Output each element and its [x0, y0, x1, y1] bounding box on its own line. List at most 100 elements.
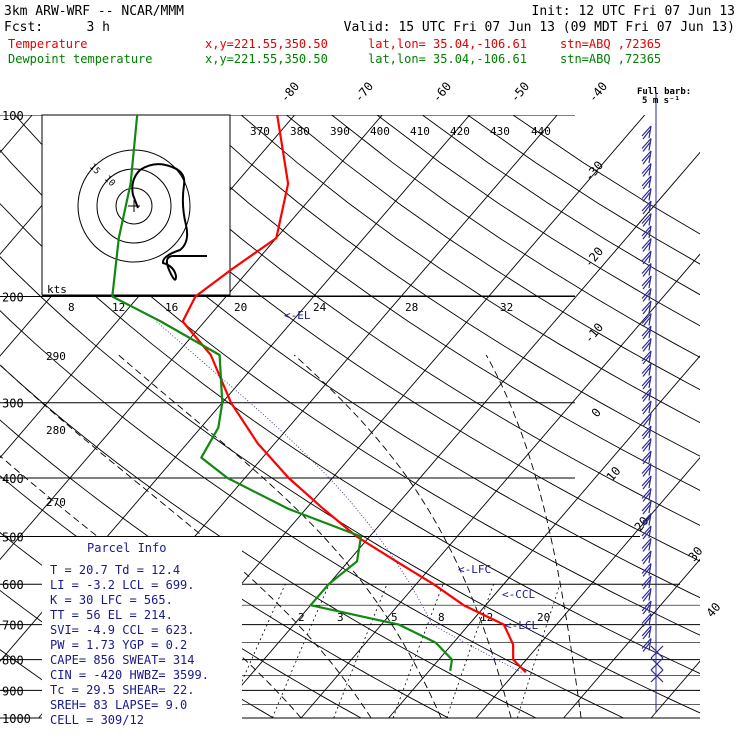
- wind-barb-staff: [648, 288, 652, 301]
- parcel-info-row: T = 20.7 Td = 12.4: [50, 563, 180, 577]
- isotherm-right-label: 10: [604, 464, 624, 484]
- dry-adiabat-300: [0, 364, 537, 719]
- wind-barb-flag: [641, 475, 652, 487]
- wind-barb-flag: [641, 325, 652, 337]
- wind-barb-flag: [641, 125, 652, 137]
- wind-barb-flag: [642, 417, 651, 427]
- wind-barb-staff: [648, 613, 652, 626]
- wind-barb-staff: [648, 325, 652, 339]
- sounding-traces: [111, 114, 527, 674]
- isotherm--10: [213, 151, 700, 719]
- wind-barb-flag: [642, 279, 651, 290]
- wind-barb-flag: [641, 338, 652, 349]
- temperature-trace: [181, 114, 527, 674]
- theta-left-label: 280: [46, 424, 66, 437]
- wind-barb-staff: [648, 238, 652, 251]
- wind-barb-staff: [648, 213, 652, 226]
- dry-adiabat-330: [0, 203, 700, 675]
- pressure-label-900: 900: [2, 684, 24, 698]
- wind-barb-staff: [648, 500, 652, 514]
- parcel-info-panel: Parcel Info T = 20.7 Td = 12.4LI = -3.2 …: [42, 537, 242, 739]
- pressure-label-300: 300: [2, 397, 24, 411]
- wind-barb-flag: [641, 363, 652, 374]
- dry-adiabat-460: [512, 115, 700, 235]
- wind-barb-flag: [641, 425, 652, 437]
- wind-barb-flag: [642, 604, 651, 615]
- dry-adiabat-410: [286, 115, 700, 391]
- parcel-info-row: Tc = 29.5 SHEAR= 22.: [50, 683, 195, 697]
- wind-barb-flag: [641, 350, 652, 362]
- isotherm-top-label: -80: [278, 79, 303, 105]
- wind-barb-flag: [642, 342, 651, 352]
- legend-dewpoint-latlon: lat,lon= 35.04,-106.61: [368, 52, 527, 66]
- wind-barb-staff: [648, 388, 652, 401]
- dewpoint-trace: [111, 114, 454, 671]
- wind-barb-flag: [642, 192, 651, 202]
- wind-barb-flag: [642, 629, 651, 640]
- theta-label: 380: [290, 125, 310, 138]
- wind-barb-flag: [641, 613, 652, 624]
- parcel-info-row: SVI= -4.9 CCL = 623.: [50, 623, 195, 637]
- legend: Temperature x,y=221.55,350.50 lat,lon= 3…: [8, 37, 661, 66]
- wind-barb-staff: [648, 200, 652, 214]
- moist-adiabat-16: [118, 354, 442, 719]
- isotherm-right-label: -30: [582, 158, 607, 184]
- wind-barb-staff: [648, 425, 652, 439]
- wind-barb-staff: [648, 463, 652, 476]
- wind-barb-flag: [641, 288, 652, 299]
- wind-barb-flag: [642, 579, 651, 590]
- pressure-label-400: 400: [2, 472, 24, 486]
- wind-barb-flag: [641, 513, 652, 524]
- wind-barb-staff: [648, 475, 652, 489]
- wind-barb-flag: [642, 292, 651, 302]
- parcel-info-rows: T = 20.7 Td = 12.4LI = -3.2 LCL = 699.K …: [50, 563, 209, 727]
- wind-barb-staff: [648, 163, 652, 176]
- mixing-ratio-label: 8: [438, 611, 445, 624]
- mixing-ratio-label: 20: [537, 611, 550, 624]
- wind-barb-staff: [648, 438, 652, 451]
- wind-barb-flag: [642, 229, 651, 240]
- mixing-ratio-8: [392, 584, 444, 719]
- dry-adiabat-360: [59, 115, 700, 562]
- moist-adiabat-24: [293, 354, 512, 719]
- wind-barb-staff: [648, 250, 652, 264]
- parcel-info-row: CELL = 309/12: [50, 713, 144, 727]
- wind-barb-flag: [641, 238, 652, 249]
- wind-barb-flag: [642, 529, 651, 540]
- wind-barb-flag: [642, 167, 651, 177]
- mixing-ratio-12: [446, 584, 494, 719]
- wind-barb-column: [641, 93, 664, 712]
- wind-barb-flag: [641, 200, 652, 212]
- hodograph-speed-label: 28: [405, 301, 418, 314]
- wind-barb-flag: [642, 617, 651, 627]
- wind-barb-flag: [642, 304, 651, 315]
- wind-barb-staff: [648, 638, 652, 651]
- isotherm-40: [650, 660, 700, 719]
- legend-temperature-loc: x,y=221.55,350.50: [205, 37, 328, 51]
- wind-barb-staff: [648, 175, 652, 189]
- dry-adiabat-310: [0, 310, 624, 719]
- wind-barb-staff: [648, 400, 652, 414]
- theta-left-label: 290: [46, 350, 66, 363]
- dry-adiabat-340: [0, 149, 700, 636]
- wind-barb-staff: [648, 263, 652, 276]
- wind-barb-staff: [648, 450, 652, 464]
- wind-barb-surface: [650, 657, 664, 671]
- wind-barb-staff: [648, 538, 652, 551]
- wind-barb-flag: [642, 492, 651, 502]
- dry-adiabat-370: [105, 115, 700, 526]
- wind-barb-flag: [641, 625, 652, 637]
- wind-barb-flag: [641, 588, 652, 599]
- wind-barb-flag: [642, 442, 651, 452]
- wind-barb-flag: [641, 225, 652, 237]
- wind-barb-staff: [648, 300, 652, 314]
- mixing-ratio-3: [272, 584, 330, 719]
- wind-barb-flag: [641, 263, 652, 274]
- wind-barb-staff: [648, 488, 652, 501]
- wind-barb-flag: [641, 400, 652, 412]
- pressure-label-1000: 1000: [2, 712, 31, 726]
- mixing-ratio-label: 5: [391, 611, 398, 624]
- wind-barb-flag: [642, 392, 651, 402]
- lfc-annotation: <-LFC: [458, 563, 491, 576]
- mixing-ratio-label: 2: [298, 611, 305, 624]
